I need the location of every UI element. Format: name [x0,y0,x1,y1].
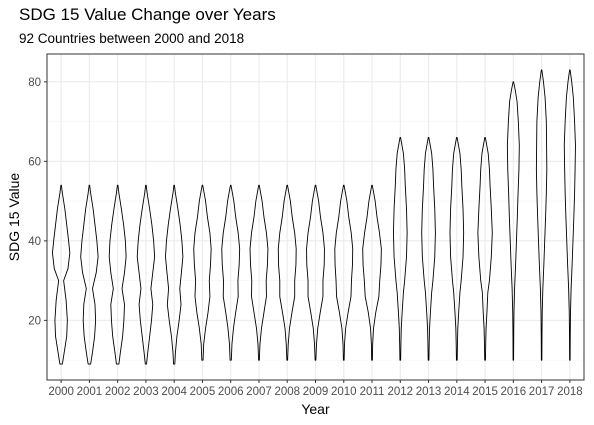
y-tick-label: 40 [28,236,41,248]
violin-2006 [221,184,241,361]
chart-subtitle: 92 Countries between 2000 and 2018 [19,31,245,46]
chart-title: SDG 15 Value Change over Years [19,5,276,24]
x-tick-label: 2002 [105,386,131,398]
y-tick-label: 60 [28,156,41,168]
violin-2018 [563,69,576,361]
x-tick-label: 2018 [557,386,583,398]
violin-2013 [421,137,436,361]
violin-2014 [449,137,465,361]
x-tick-label: 2010 [331,386,357,398]
x-tick-label: 2007 [246,386,272,398]
x-tick-label: 2005 [190,386,216,398]
y-axis-ticks: 20 40 60 80 [28,77,47,327]
violin-2009 [306,184,325,361]
violin-2012 [393,137,408,361]
major-gridlines [47,54,584,380]
violin-series [51,69,576,365]
x-tick-label: 2000 [48,386,74,398]
violin-2003 [136,184,156,365]
x-axis-ticks: 2000 2001 2002 2003 2004 2005 2006 2007 2008 2009… [48,380,583,398]
violin-2011 [362,184,382,361]
violin-2000 [51,184,71,365]
violin-2007 [249,184,269,361]
x-tick-label: 2011 [360,386,385,398]
x-tick-label: 2012 [387,386,413,398]
y-tick-label: 80 [28,77,41,89]
x-tick-label: 2009 [303,386,329,398]
x-tick-label: 2013 [416,386,442,398]
violin-2005 [193,184,212,361]
violin-2004 [165,184,184,365]
y-tick-label: 20 [28,315,41,327]
x-tick-label: 2015 [472,386,498,398]
x-tick-label: 2003 [133,386,159,398]
x-tick-label: 2006 [218,386,244,398]
x-tick-label: 2004 [161,386,187,398]
violin-2008 [277,184,297,361]
x-tick-label: 2017 [529,386,555,398]
violin-2002 [108,184,127,365]
y-axis-title: SDG 15 Value [6,173,22,262]
violin-2010 [334,184,354,361]
x-tick-label: 2016 [501,386,527,398]
x-tick-label: 2008 [274,386,300,398]
x-tick-label: 2001 [77,386,103,398]
violin-2016 [506,81,520,361]
violin-2001 [80,184,99,365]
violin-2017 [535,69,548,361]
x-tick-label: 2014 [444,386,470,398]
violin-2015 [477,137,493,361]
x-axis-title: Year [301,401,330,417]
